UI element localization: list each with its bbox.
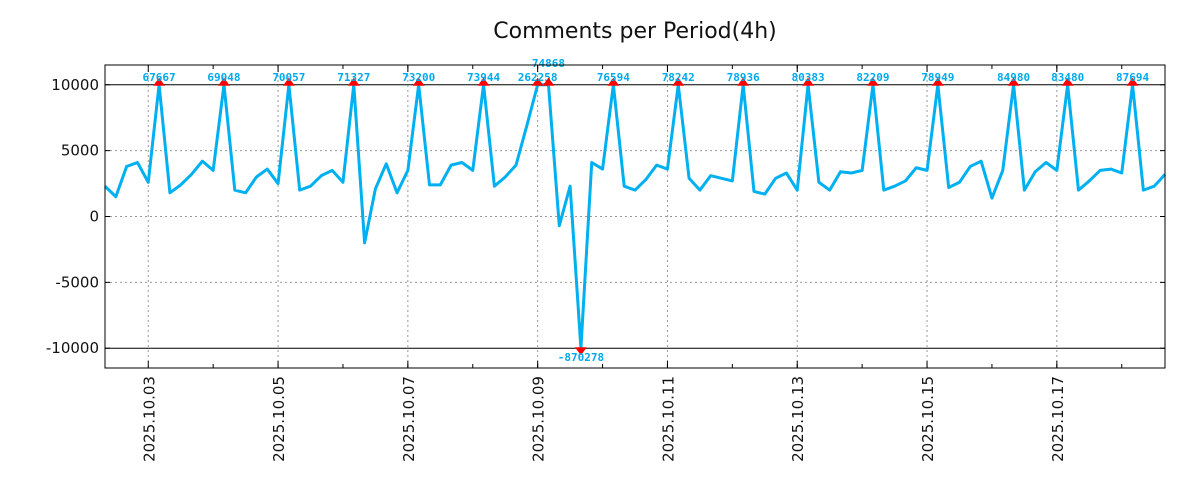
data-label: 69048	[207, 71, 240, 84]
data-label: 73200	[402, 71, 435, 84]
clip-marker-up	[1126, 77, 1139, 86]
clip-marker-up	[282, 77, 295, 86]
clip-marker-up	[542, 77, 555, 86]
data-label: 76594	[597, 71, 630, 84]
data-label: 73944	[467, 71, 500, 84]
data-label: 84980	[997, 71, 1030, 84]
clip-marker-up	[607, 77, 620, 86]
data-label: 78949	[921, 71, 954, 84]
series-comments	[103, 83, 1167, 350]
clip-marker-up	[412, 77, 425, 86]
clip-marker-up	[866, 77, 879, 86]
x-tick-label: 2025.10.09	[530, 376, 548, 462]
clip-marker-up	[477, 77, 490, 86]
x-tick-label: 2025.10.07	[400, 376, 418, 462]
y-tick-label: -10000	[46, 339, 99, 357]
axes: 10000 5000 0 -5000 -10000 2025.10.03 2025.10.0…	[46, 65, 1165, 462]
data-label: 67667	[143, 71, 176, 84]
y-tick-label: 10000	[51, 76, 99, 94]
clip-marker-up	[931, 77, 944, 86]
clip-marker-down	[574, 347, 587, 356]
data-label: 71327	[337, 71, 370, 84]
y-tick-label: 5000	[61, 142, 99, 160]
clip-marker-up	[1061, 77, 1074, 86]
chart-title: Comments per Period(4h)	[493, 19, 777, 44]
data-label: -870278	[558, 351, 604, 364]
clip-marker-up	[802, 77, 815, 86]
x-tick-label: 2025.10.17	[1049, 376, 1067, 462]
x-tick-label: 2025.10.15	[919, 376, 937, 462]
grid	[105, 65, 1165, 368]
data-label: 262258	[518, 71, 558, 84]
data-label: 80383	[791, 71, 824, 84]
data-label: 78242	[662, 71, 695, 84]
clip-marker-up	[737, 77, 750, 86]
clip-marker-up	[672, 77, 685, 86]
data-label: 78936	[727, 71, 760, 84]
y-tick-label: 0	[89, 208, 99, 226]
clip-marker-up	[1007, 77, 1020, 86]
data-label: 83480	[1051, 71, 1084, 84]
x-tick-label: 2025.10.03	[140, 376, 158, 462]
clip-marker-up	[217, 77, 230, 86]
data-label: 82209	[856, 71, 889, 84]
clip-marker-up	[531, 77, 544, 86]
data-label: 87694	[1116, 71, 1149, 84]
data-label: 74868	[532, 57, 565, 70]
x-tick-label: 2025.10.11	[659, 376, 677, 462]
clip-marker-up	[153, 77, 166, 86]
markers: 67667 69048 70057 71327 73200 73944 2622587486…	[143, 57, 1150, 364]
clip-marker-up	[347, 77, 360, 86]
x-tick-label: 2025.10.05	[270, 376, 288, 462]
y-tick-label: -5000	[55, 273, 99, 291]
data-label: 70057	[272, 71, 305, 84]
x-tick-label: 2025.10.13	[789, 376, 807, 462]
plot-frame	[104, 64, 1166, 369]
